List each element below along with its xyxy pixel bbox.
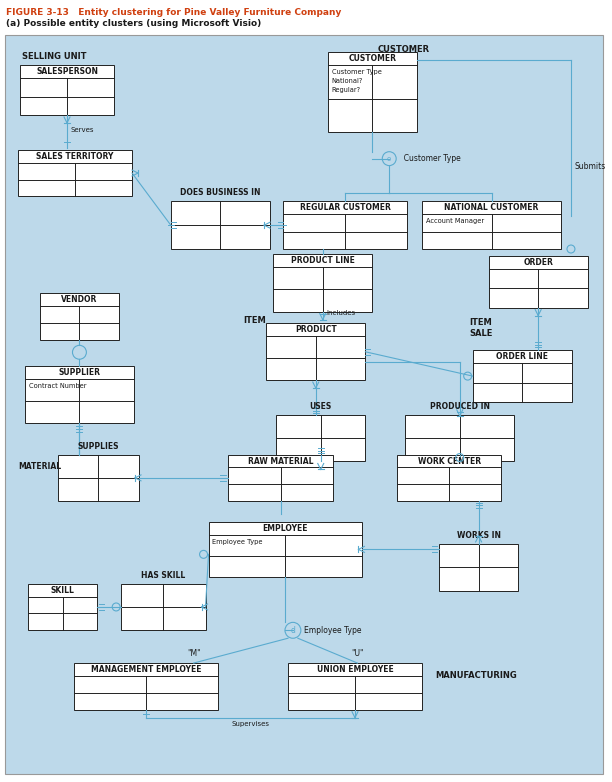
Bar [422, 201, 561, 249]
Bar [228, 454, 333, 501]
Bar [171, 201, 270, 249]
Bar [121, 583, 206, 630]
Text: "M": "M" [187, 648, 201, 658]
Bar [28, 583, 97, 630]
Bar [40, 292, 119, 340]
Text: MATERIAL: MATERIAL [18, 462, 61, 471]
Bar [15, 281, 174, 432]
Bar [209, 522, 362, 576]
Bar [15, 514, 583, 712]
Text: USES: USES [310, 402, 332, 411]
Bar [266, 324, 365, 380]
Bar [283, 41, 576, 214]
Text: Regular?: Regular? [332, 87, 360, 93]
Text: o: o [387, 156, 391, 162]
Text: RAW MATERIAL: RAW MATERIAL [248, 457, 313, 465]
Text: FIGURE 3-13   Entity clustering for Pine Valley Furniture Company: FIGURE 3-13 Entity clustering for Pine V… [6, 8, 341, 17]
Text: REGULAR CUSTOMER: REGULAR CUSTOMER [300, 203, 390, 212]
Text: WORK CENTER: WORK CENTER [418, 457, 481, 465]
Text: DOES BUSINESS IN: DOES BUSINESS IN [180, 188, 261, 197]
Text: SALE: SALE [469, 329, 493, 338]
Text: HAS SKILL: HAS SKILL [141, 571, 185, 579]
Text: MANUFACTURING: MANUFACTURING [435, 672, 517, 680]
Text: Customer Type: Customer Type [399, 154, 461, 163]
Text: Supervises: Supervises [232, 721, 270, 726]
Text: WORKS IN: WORKS IN [457, 531, 501, 540]
Text: Serves: Serves [70, 127, 94, 133]
Text: SKILL: SKILL [51, 586, 75, 594]
Text: Contract Number: Contract Number [29, 383, 86, 389]
Text: ITEM: ITEM [244, 316, 266, 325]
Text: CUSTOMER: CUSTOMER [348, 55, 397, 63]
Text: PRODUCT LINE: PRODUCT LINE [291, 256, 354, 265]
Text: SUPPLIER: SUPPLIER [58, 368, 100, 377]
Bar [472, 350, 572, 402]
Bar [20, 66, 114, 115]
Bar [18, 149, 132, 196]
Text: "U": "U" [351, 648, 364, 658]
Text: MANAGEMENT EMPLOYEE: MANAGEMENT EMPLOYEE [91, 665, 202, 674]
Bar [276, 414, 365, 461]
Text: SALES TERRITORY: SALES TERRITORY [36, 152, 114, 160]
Text: UNION EMPLOYEE: UNION EMPLOYEE [316, 665, 394, 674]
Text: Employee Type: Employee Type [304, 626, 361, 635]
Text: (a) Possible entity clusters (using Microsoft Visio): (a) Possible entity clusters (using Micr… [6, 19, 261, 28]
Text: EMPLOYEE: EMPLOYEE [263, 524, 308, 533]
Text: ORDER: ORDER [523, 258, 553, 267]
Bar [488, 256, 588, 307]
Text: Customer Type: Customer Type [332, 70, 381, 75]
Text: NATIONAL CUSTOMER: NATIONAL CUSTOMER [444, 203, 539, 212]
Text: Includes: Includes [327, 310, 356, 316]
Bar [273, 254, 372, 311]
Text: National?: National? [332, 78, 363, 84]
Text: PRODUCT: PRODUCT [295, 325, 337, 335]
Text: SALESPERSON: SALESPERSON [36, 67, 98, 77]
Text: SUPPLIES: SUPPLIES [78, 442, 119, 450]
Bar [25, 366, 134, 423]
Text: Employee Type: Employee Type [212, 539, 263, 545]
Bar [327, 52, 417, 132]
Bar [288, 663, 422, 710]
Text: VENDOR: VENDOR [61, 295, 98, 303]
Bar [283, 201, 407, 249]
Bar [15, 48, 144, 177]
Text: d: d [291, 626, 296, 635]
Bar [405, 414, 514, 461]
Text: ORDER LINE: ORDER LINE [496, 352, 548, 361]
Bar [75, 663, 218, 710]
Text: Account Manager: Account Manager [426, 218, 484, 224]
Bar [397, 454, 501, 501]
Text: CUSTOMER: CUSTOMER [378, 45, 430, 54]
Text: PRODUCED IN: PRODUCED IN [430, 402, 490, 411]
Text: SELLING UNIT: SELLING UNIT [22, 52, 86, 61]
Bar [465, 249, 594, 410]
Bar [238, 249, 412, 405]
Bar [58, 454, 139, 501]
Text: ITEM: ITEM [469, 318, 493, 327]
Bar [439, 544, 518, 590]
Text: Submits: Submits [575, 162, 606, 171]
